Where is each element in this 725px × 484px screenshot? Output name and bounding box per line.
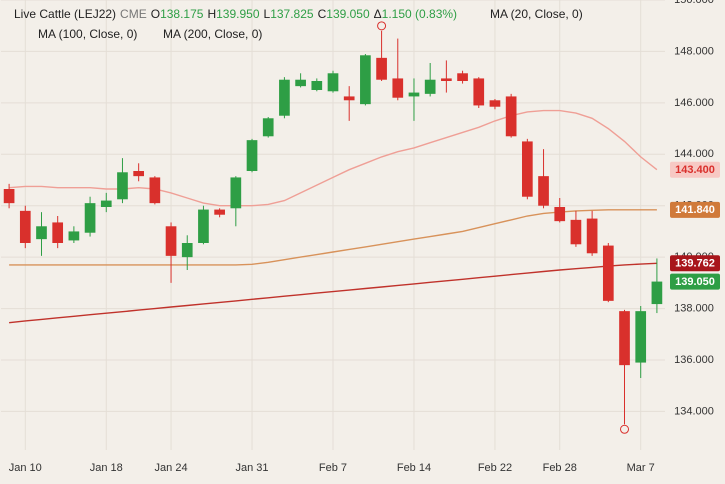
candle-body <box>554 207 566 222</box>
price-tag <box>670 161 720 178</box>
high-marker <box>377 21 387 31</box>
price-tag-label: 143.400 <box>675 164 715 176</box>
candle-body <box>635 311 647 363</box>
candle-body <box>651 281 663 305</box>
candle-body <box>343 96 355 101</box>
candle-body <box>117 172 128 200</box>
x-tick-label: Feb 22 <box>478 462 512 474</box>
candle-body <box>441 78 452 81</box>
candle-body <box>230 177 242 209</box>
candle-body <box>619 311 630 366</box>
quote-value: 137.825 <box>270 7 314 21</box>
x-tick-label: Feb 14 <box>397 462 431 474</box>
candle-body <box>52 222 64 243</box>
candle-body <box>376 57 387 80</box>
candle-body <box>295 79 306 87</box>
ma-line <box>9 109 658 207</box>
y-tick-label: 150.000 <box>674 0 714 6</box>
quote-label: Δ <box>373 7 382 21</box>
y-tick-label: 134.000 <box>674 405 714 417</box>
legend-entry: MA (20, Close, 0) <box>490 7 583 21</box>
x-tick-label: Jan 18 <box>90 462 123 474</box>
candle-body <box>360 55 371 105</box>
candle-body <box>279 79 290 116</box>
candle-body <box>521 141 533 197</box>
quote-value: 138.175 <box>160 7 204 21</box>
chart-header: Live Cattle (LEJ22) CME O138.175 H139.950 L1… <box>14 7 465 21</box>
exchange: CME <box>120 7 147 21</box>
candle-body <box>602 245 614 301</box>
quote-value: 139.950 <box>216 7 260 21</box>
price-tag <box>670 201 720 218</box>
candle-body <box>246 140 258 171</box>
y-tick-label: 138.000 <box>674 302 714 314</box>
candle-body <box>408 92 420 97</box>
y-tick-label: 146.000 <box>674 97 714 109</box>
quote-label: H <box>207 7 217 21</box>
candle-body <box>133 171 145 177</box>
candle-body <box>36 226 47 240</box>
candle-body <box>538 176 549 206</box>
quote-label: L <box>263 7 271 21</box>
quote-value: 139.050 <box>326 7 370 21</box>
candle-body <box>392 78 404 98</box>
quote-label: O <box>150 7 161 21</box>
x-tick-label: Jan 31 <box>236 462 269 474</box>
x-tick-label: Jan 24 <box>155 462 188 474</box>
price-tag <box>670 255 720 272</box>
candle-body <box>100 200 112 207</box>
ma-line <box>9 262 657 324</box>
candle-body <box>165 226 177 256</box>
candle-body <box>473 78 485 106</box>
candle-body <box>489 100 501 107</box>
quote-value: 1.150 (0.83%) <box>381 7 458 21</box>
legend-entry: MA (200, Close, 0) <box>163 27 263 41</box>
candle-body <box>198 209 209 243</box>
low-marker <box>620 424 630 434</box>
quote-label: C <box>317 7 327 21</box>
x-tick-label: Mar 7 <box>627 462 655 474</box>
candle-body <box>181 243 193 258</box>
ma-line <box>9 209 657 266</box>
legend-entry: MA (100, Close, 0) <box>38 27 138 41</box>
symbol: Live Cattle (LEJ22) <box>14 7 117 21</box>
candle-body <box>19 210 31 243</box>
candle-body <box>457 73 468 81</box>
candle-body <box>68 231 80 241</box>
candle-body <box>570 219 582 245</box>
candle-body <box>262 118 274 137</box>
candle-body <box>214 209 225 215</box>
price-tag <box>670 273 720 290</box>
candle-body <box>327 73 339 92</box>
candle-body <box>505 96 517 137</box>
y-tick-label: 136.000 <box>674 354 714 366</box>
x-tick-label: Feb 7 <box>319 462 347 474</box>
price-tag-label: 141.840 <box>675 204 715 216</box>
candle-body <box>424 79 436 94</box>
candle-body <box>311 81 323 90</box>
candle-body <box>3 189 15 204</box>
y-tick-label: 148.000 <box>674 45 714 57</box>
y-tick-label: 144.000 <box>674 148 714 160</box>
price-tag-label: 139.762 <box>675 258 715 270</box>
price-tag-label: 139.050 <box>675 276 715 288</box>
quote: O138.175 H139.950 L137.825 C139.050 Δ1.150 (… <box>151 7 461 21</box>
candle-body <box>586 218 598 254</box>
candle-body <box>84 203 96 233</box>
x-tick-label: Jan 10 <box>9 462 42 474</box>
candle-body <box>149 177 161 204</box>
x-tick-label: Feb 28 <box>543 462 577 474</box>
